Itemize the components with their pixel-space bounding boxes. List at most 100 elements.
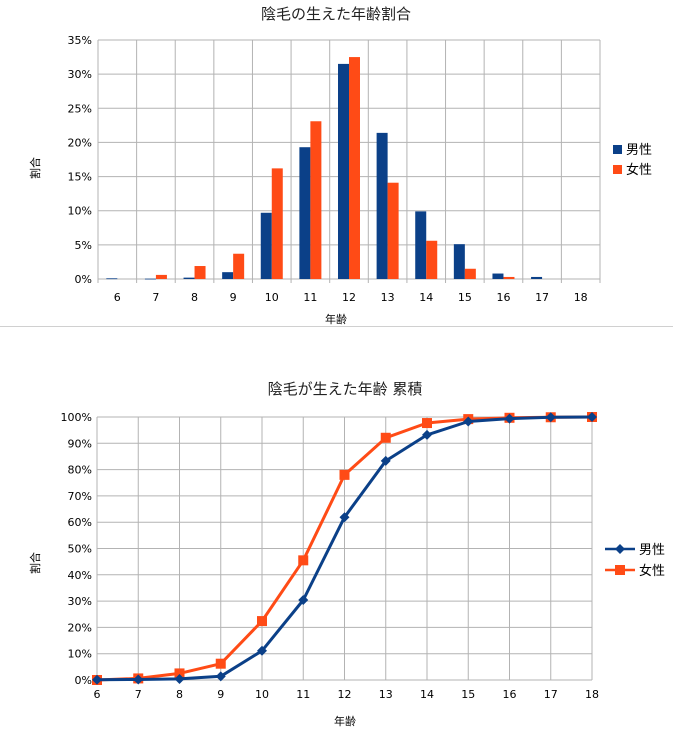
y-tick-label: 5% bbox=[75, 239, 92, 252]
line-chart-legend: 男性 女性 bbox=[605, 543, 665, 579]
y-tick-label: 15% bbox=[68, 171, 92, 184]
x-tick-label: 8 bbox=[191, 291, 198, 304]
bar-male-11 bbox=[299, 147, 311, 279]
x-tick-label: 6 bbox=[94, 688, 101, 701]
point-female-10 bbox=[257, 616, 267, 627]
point-female-11 bbox=[298, 555, 309, 566]
bar-chart-bars bbox=[106, 57, 543, 280]
y-tick-label: 80% bbox=[68, 464, 92, 477]
bar-chart-x-ticks: 6 7 8 9 10 11 12 13 14 15 16 17 18 bbox=[114, 291, 588, 304]
point-male-12 bbox=[339, 512, 350, 523]
bar-chart: 陰毛の生えた年齢割合 0% 5% 10% 15% 20% 25% 30% 35% 6 7 8 9 10… bbox=[28, 5, 652, 326]
bar-chart-legend: 男性 女性 bbox=[613, 143, 652, 178]
bar-male-14 bbox=[415, 211, 427, 279]
y-tick-label: 30% bbox=[68, 68, 92, 81]
point-female-12 bbox=[339, 469, 350, 480]
x-tick-label: 12 bbox=[338, 688, 352, 701]
x-tick-label: 11 bbox=[303, 291, 317, 304]
line-chart-y-ticks: 0% 10% 20% 30% 40% 50% 60% 70% 80% 90% 100% bbox=[61, 411, 92, 687]
point-male-11 bbox=[298, 595, 309, 606]
line-chart-x-ticks: 6 7 8 9 10 11 12 13 14 15 16 17 18 bbox=[94, 688, 600, 701]
bar-male-10 bbox=[260, 212, 272, 279]
line-chart-title: 陰毛が生えた年齢 累積 bbox=[268, 380, 423, 398]
y-tick-label: 60% bbox=[68, 516, 92, 529]
bar-female-9 bbox=[233, 253, 245, 279]
y-tick-label: 70% bbox=[68, 490, 92, 503]
point-male-6 bbox=[92, 674, 102, 685]
bar-male-13 bbox=[376, 132, 388, 279]
bar-male-17 bbox=[531, 276, 543, 279]
y-tick-label: 10% bbox=[68, 648, 92, 661]
x-tick-label: 14 bbox=[419, 291, 433, 304]
line-chart-x-label: 年齢 bbox=[334, 714, 356, 728]
y-tick-label: 25% bbox=[68, 102, 92, 115]
point-male-7 bbox=[133, 674, 144, 685]
y-tick-label: 35% bbox=[68, 34, 92, 47]
line-chart: 陰毛が生えた年齢 累積 0%10%20%30%40%50%60%70%80%90… bbox=[28, 380, 665, 728]
point-female-8 bbox=[174, 668, 185, 679]
x-tick-label: 16 bbox=[503, 688, 517, 701]
y-tick-label: 30% bbox=[68, 595, 92, 608]
x-tick-label: 9 bbox=[217, 688, 224, 701]
x-tick-label: 10 bbox=[255, 688, 269, 701]
legend-marker-male bbox=[615, 544, 625, 554]
bar-male-6 bbox=[106, 278, 118, 280]
y-tick-label: 100% bbox=[61, 411, 92, 424]
chart-separator bbox=[0, 326, 673, 327]
legend-label-female-line: 女性 bbox=[639, 563, 665, 579]
bar-female-15 bbox=[464, 268, 476, 279]
x-tick-label: 12 bbox=[342, 291, 356, 304]
bar-female-14 bbox=[426, 240, 438, 279]
line-chart-y-label: 割合 bbox=[28, 552, 42, 574]
line-chart-series bbox=[92, 412, 597, 685]
x-tick-label: 14 bbox=[420, 688, 434, 701]
point-male-16 bbox=[504, 413, 515, 424]
point-male-15 bbox=[463, 416, 474, 427]
y-tick-label: 0% bbox=[75, 273, 92, 286]
x-tick-label: 10 bbox=[265, 291, 279, 304]
x-tick-label: 7 bbox=[152, 291, 159, 304]
bar-female-11 bbox=[310, 121, 322, 279]
y-tick-label: 0% bbox=[75, 674, 92, 687]
y-tick-label: 90% bbox=[68, 437, 92, 450]
point-male-8 bbox=[174, 673, 185, 684]
bar-chart-x-label: 年齢 bbox=[325, 312, 347, 326]
x-tick-label: 17 bbox=[544, 688, 558, 701]
x-tick-label: 6 bbox=[114, 291, 121, 304]
bar-chart-y-ticks: 0% 5% 10% 15% 20% 25% 30% 35% bbox=[68, 34, 92, 286]
y-tick-label: 20% bbox=[68, 621, 92, 634]
y-tick-label: 40% bbox=[68, 569, 92, 582]
x-tick-label: 15 bbox=[458, 291, 472, 304]
x-tick-label: 18 bbox=[585, 688, 599, 701]
y-tick-label: 10% bbox=[68, 205, 92, 218]
bar-chart-y-label: 割合 bbox=[28, 157, 42, 179]
point-female-9 bbox=[215, 658, 226, 669]
bar-chart-title: 陰毛の生えた年齢割合 bbox=[261, 5, 411, 23]
bar-female-8 bbox=[194, 266, 206, 279]
x-tick-label: 16 bbox=[496, 291, 510, 304]
bar-male-16 bbox=[492, 273, 504, 279]
legend-label-male-line: 男性 bbox=[639, 543, 665, 558]
x-tick-label: 13 bbox=[379, 688, 393, 701]
x-tick-label: 9 bbox=[230, 291, 237, 304]
legend-marker-female bbox=[615, 565, 625, 575]
bar-female-10 bbox=[271, 168, 283, 279]
x-tick-label: 15 bbox=[461, 688, 475, 701]
point-male-17 bbox=[545, 412, 556, 423]
x-tick-label: 11 bbox=[296, 688, 310, 701]
line-chart-grid bbox=[96, 416, 593, 681]
bar-female-13 bbox=[387, 182, 399, 279]
point-male-18 bbox=[587, 412, 597, 422]
legend-label-male: 男性 bbox=[626, 143, 652, 158]
bar-male-8 bbox=[183, 277, 195, 279]
bar-female-12 bbox=[349, 57, 360, 280]
point-female-14 bbox=[422, 418, 432, 429]
y-tick-label: 20% bbox=[68, 136, 92, 149]
bar-male-12 bbox=[338, 63, 349, 280]
legend-label-female: 女性 bbox=[626, 162, 652, 178]
x-tick-label: 13 bbox=[381, 291, 395, 304]
point-male-13 bbox=[380, 455, 391, 466]
point-male-14 bbox=[422, 429, 432, 440]
bar-female-16 bbox=[503, 276, 515, 279]
legend-swatch-female bbox=[613, 165, 622, 174]
